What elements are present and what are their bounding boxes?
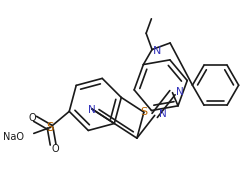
Text: S: S [46,121,54,134]
Text: O: O [51,144,59,154]
Text: O: O [28,113,36,123]
Text: N: N [176,87,184,97]
Text: N: N [158,109,166,120]
Text: S: S [140,107,148,117]
Text: N: N [153,46,161,55]
Text: NaO: NaO [3,132,24,142]
Text: N: N [88,105,95,115]
